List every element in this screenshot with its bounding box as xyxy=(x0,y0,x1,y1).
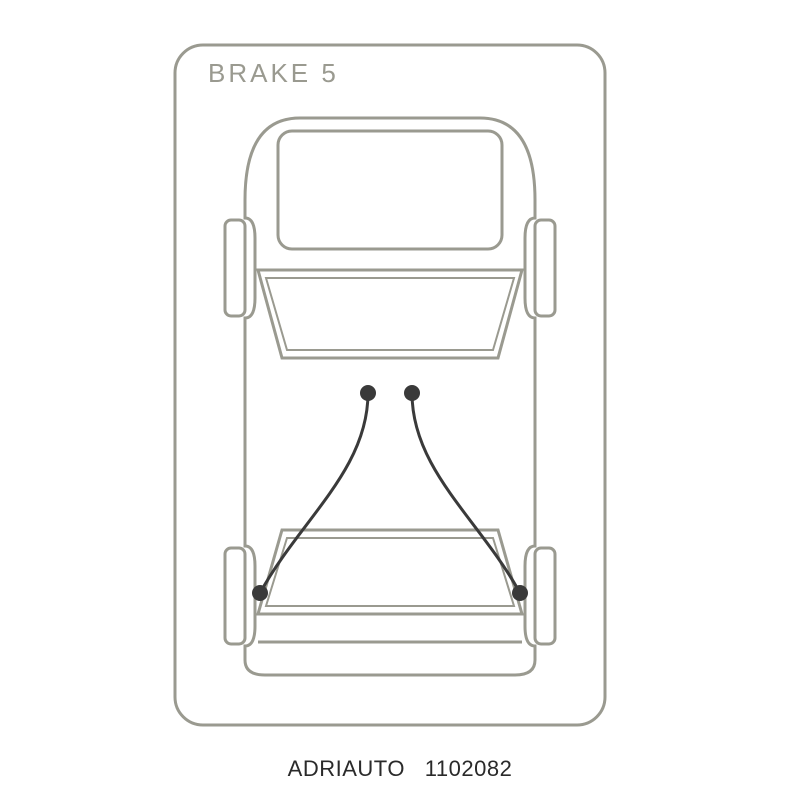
wheel-rear-left xyxy=(225,548,245,644)
diagram-canvas: BRAKE 5 xyxy=(0,0,800,800)
part-number: 1102082 xyxy=(425,756,513,781)
node-rear-right xyxy=(512,585,528,601)
brake-diagram-svg: BRAKE 5 xyxy=(0,0,800,760)
footer: ADRIAUTO 1102082 xyxy=(0,756,800,782)
wheel-rear-right xyxy=(535,548,555,644)
brand-label: ADRIAUTO xyxy=(288,756,405,781)
wheel-front-left xyxy=(225,220,245,316)
car-body-outline xyxy=(245,118,535,675)
node-front-left xyxy=(360,385,376,401)
diagram-title: BRAKE 5 xyxy=(208,58,339,88)
node-rear-left xyxy=(252,585,268,601)
wheel-front-right xyxy=(535,220,555,316)
node-front-right xyxy=(404,385,420,401)
